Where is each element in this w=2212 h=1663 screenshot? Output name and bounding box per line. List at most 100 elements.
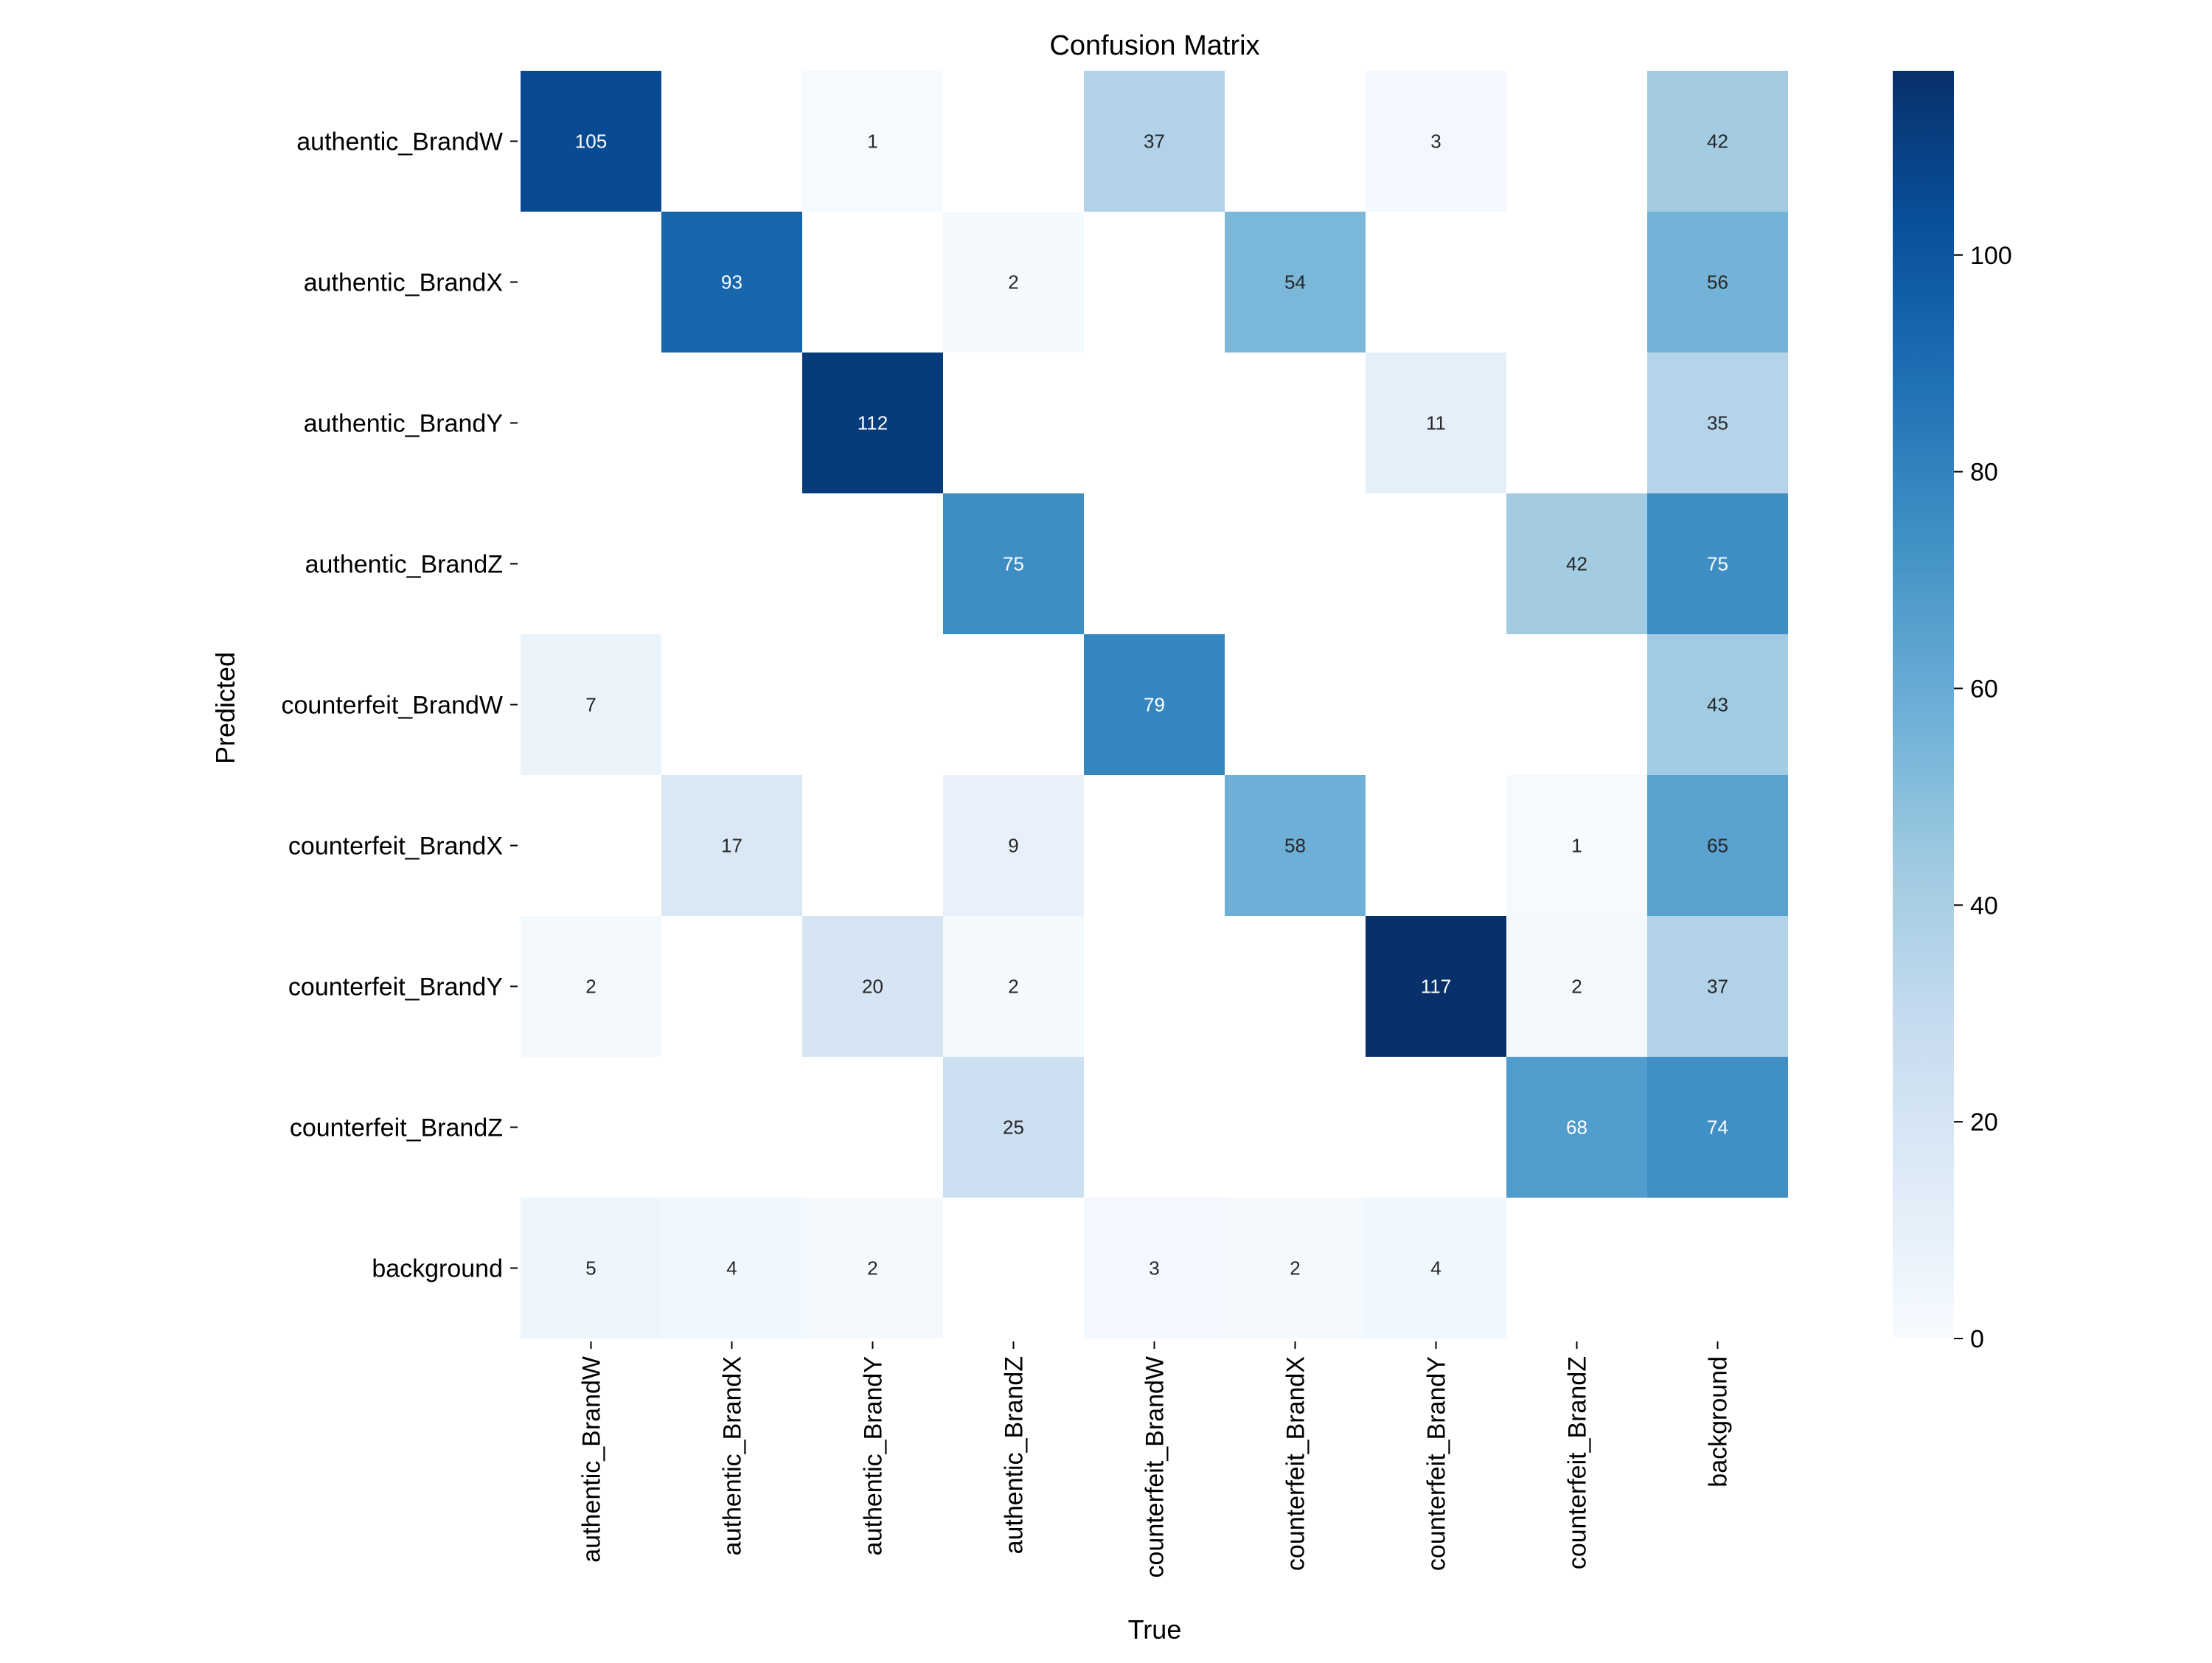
y-tick-label: counterfeit_BrandY	[288, 973, 503, 1001]
x-tick-label: authentic_BrandX	[719, 1356, 747, 1555]
cell-value-label: 2	[585, 976, 596, 998]
cell-value-label: 11	[1426, 412, 1446, 434]
cell-value-label: 3	[1430, 131, 1441, 153]
cell-value-label: 1	[867, 131, 877, 153]
cell-value-label: 68	[1566, 1117, 1587, 1139]
cell-value-label: 93	[721, 271, 742, 294]
cell-value-label: 9	[1008, 835, 1018, 857]
x-tick-label: background	[1705, 1356, 1733, 1487]
heatmap-cell	[1366, 71, 1506, 212]
cell-value-label: 2	[1571, 976, 1582, 998]
cell-value-label: 54	[1284, 271, 1306, 294]
x-tick-label: authentic_BrandZ	[1001, 1356, 1029, 1554]
heatmap-cell	[521, 71, 661, 212]
heatmap-cell	[1506, 775, 1647, 916]
x-tick-label: counterfeit_BrandY	[1423, 1356, 1451, 1571]
cell-value-label: 105	[575, 131, 607, 153]
cell-value-label: 58	[1284, 835, 1306, 857]
x-axis: authentic_BrandW authentic_BrandX authenti…	[578, 1341, 1733, 1578]
y-tick-label: authentic_BrandW	[296, 128, 503, 156]
cell-value-label: 3	[1149, 1257, 1159, 1280]
cell-value-label: 79	[1144, 694, 1165, 716]
cell-value-label: 42	[1707, 131, 1728, 153]
heatmap-cell	[943, 493, 1084, 634]
heatmap-cell	[1647, 775, 1788, 916]
y-tick-label: counterfeit_BrandW	[282, 692, 504, 720]
cell-value-label: 74	[1707, 1117, 1728, 1139]
y-tick-label: background	[372, 1255, 503, 1283]
cell-value-label: 37	[1707, 976, 1728, 998]
y-tick-label: authentic_BrandX	[304, 269, 503, 297]
cell-value-label: 2	[867, 1257, 877, 1280]
heatmap-cell	[943, 775, 1084, 916]
colorbar-ticks: 0 20 40 60 80 100	[1954, 242, 2012, 1353]
y-tick-label: authentic_BrandY	[304, 410, 503, 438]
heatmap-cell	[943, 1057, 1084, 1198]
heatmap-cell	[1225, 1198, 1366, 1339]
cell-value-label: 4	[726, 1257, 737, 1280]
heatmap-cell	[661, 775, 802, 916]
colorbar-tick-label: 100	[1970, 242, 2012, 270]
heatmap-cell	[802, 353, 943, 493]
cell-value-label: 1	[1571, 835, 1582, 857]
heatmap-cell	[1647, 493, 1788, 634]
heatmap-cell	[1084, 71, 1225, 212]
x-tick-label: counterfeit_BrandX	[1282, 1356, 1310, 1571]
cell-value-label: 42	[1566, 553, 1587, 575]
cell-value-label: 25	[1003, 1117, 1024, 1139]
colorbar-tick-label: 20	[1970, 1108, 1998, 1136]
heatmap-cell	[1225, 212, 1366, 353]
cell-value-label: 5	[585, 1257, 596, 1280]
y-tick-label: counterfeit_BrandX	[288, 833, 503, 861]
colorbar	[1893, 71, 1954, 1338]
heatmap-cell	[802, 916, 943, 1057]
heatmap-cell	[1084, 1198, 1225, 1339]
heatmap-cell	[1506, 1057, 1647, 1198]
heatmap-cell	[1366, 916, 1506, 1057]
cell-value-label: 35	[1707, 412, 1728, 434]
heatmap-cell	[1084, 634, 1225, 775]
cell-value-label: 4	[1430, 1257, 1441, 1280]
y-axis-label: Predicted	[210, 652, 240, 764]
y-tick-label: authentic_BrandZ	[305, 551, 503, 579]
chart-title: Confusion Matrix	[1049, 30, 1259, 61]
cell-value-label: 43	[1707, 694, 1728, 716]
x-tick-label: authentic_BrandY	[860, 1356, 888, 1555]
heatmap-cell	[1647, 212, 1788, 353]
heatmap-cell	[661, 212, 802, 353]
cell-value-label: 56	[1707, 271, 1728, 294]
heatmap-cell	[1366, 1198, 1506, 1339]
heatmap-cell	[1647, 1057, 1788, 1198]
colorbar-tick-label: 0	[1970, 1325, 1984, 1353]
cell-value-label: 2	[1290, 1257, 1300, 1280]
heatmap-cell	[1366, 353, 1506, 493]
x-tick-label: counterfeit_BrandW	[1141, 1356, 1169, 1578]
heatmap-cell	[1647, 634, 1788, 775]
cell-value-label: 65	[1707, 835, 1728, 857]
heatmap-cell	[521, 916, 661, 1057]
heatmap-cell	[1647, 353, 1788, 493]
y-tick-label: counterfeit_BrandZ	[290, 1114, 503, 1142]
heatmap-cell	[1647, 71, 1788, 212]
cell-value-label: 117	[1421, 976, 1451, 998]
y-axis: authentic_BrandW authentic_BrandX authenti…	[282, 128, 518, 1283]
cell-value-label: 7	[585, 694, 596, 716]
heatmap-cell	[1647, 916, 1788, 1057]
colorbar-tick-label: 60	[1970, 675, 1998, 703]
cell-value-label: 2	[1008, 271, 1018, 294]
colorbar-tick-label: 80	[1970, 459, 1998, 487]
cell-value-label: 75	[1707, 553, 1728, 575]
heatmap-cell	[521, 1198, 661, 1339]
cell-value-label: 17	[721, 835, 742, 857]
heatmap-cell	[521, 634, 661, 775]
heatmap-cell	[661, 1198, 802, 1339]
heatmap-cell	[1506, 493, 1647, 634]
cell-value-label: 37	[1144, 131, 1165, 153]
heatmap-cell	[943, 916, 1084, 1057]
cell-value-label: 75	[1003, 553, 1024, 575]
colorbar-tick-label: 40	[1970, 892, 1998, 920]
heatmap-cell	[1506, 916, 1647, 1057]
